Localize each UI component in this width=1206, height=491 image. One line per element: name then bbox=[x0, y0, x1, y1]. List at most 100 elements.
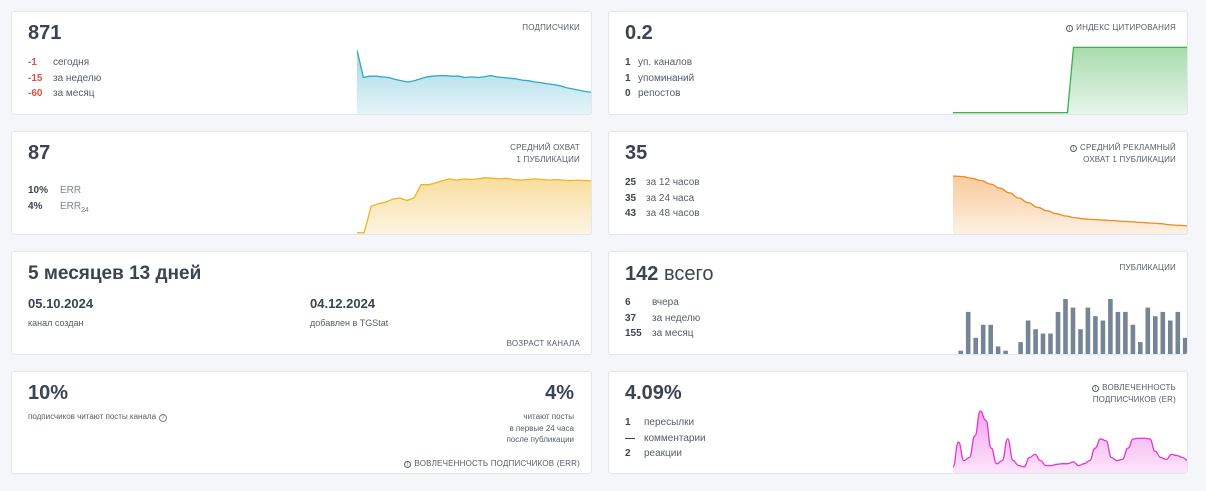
publication-bar bbox=[1003, 350, 1008, 354]
err-right-value: 4% bbox=[545, 382, 574, 404]
err24-sub: 24 bbox=[81, 206, 89, 214]
publication-bar bbox=[1115, 311, 1121, 354]
err-value: 10% bbox=[28, 185, 49, 196]
ad-reach-card[interactable]: 35 i СРЕДНИЙ РЕКЛАМНЫЙ ОХВАТ 1 ПУБЛИКАЦИИ… bbox=[608, 131, 1188, 235]
publication-bar bbox=[1078, 329, 1083, 354]
publication-bar bbox=[1108, 299, 1113, 354]
er-stats: 1 пересылки — комментарии 2 реакции bbox=[625, 415, 706, 462]
err24-value: 4% bbox=[28, 200, 43, 212]
sparkline-line bbox=[953, 175, 1187, 227]
info-icon[interactable]: i bbox=[1066, 25, 1074, 32]
stat-label: упоминаний bbox=[638, 72, 695, 84]
sparkline-area bbox=[953, 47, 1187, 114]
created-label: канал создан bbox=[28, 318, 84, 328]
subscribers-caption: ПОДПИСЧИКИ bbox=[522, 23, 580, 32]
er-value: 4.09% bbox=[625, 382, 682, 404]
subscribers-card[interactable]: 871 ПОДПИСЧИКИ -1 сегодня -15 за неделю -6… bbox=[11, 11, 592, 115]
publications-value: 142 всего bbox=[625, 263, 713, 286]
reach-card[interactable]: 87 СРЕДНИЙ ОХВАТ 1 ПУБЛИКАЦИИ 10% ERR 4% E… bbox=[11, 131, 592, 235]
err-left-text: подписчиков читают посты канала bbox=[28, 412, 157, 421]
er-caption: i ВОВЛЕЧЕННОСТЬ ПОДПИСЧИКОВ (ER) bbox=[1092, 382, 1176, 406]
sparkline-area bbox=[357, 177, 591, 234]
publications-card[interactable]: 142 всего ПУБЛИКАЦИИ 6 вчера 37 за неделю … bbox=[608, 251, 1188, 355]
stat-value: 6 bbox=[625, 297, 631, 308]
stat-value: 2 bbox=[625, 448, 631, 459]
stat-value: 35 bbox=[625, 192, 637, 204]
question-icon[interactable]: ? bbox=[159, 414, 168, 422]
publication-bar bbox=[1138, 342, 1143, 354]
subscribers-value: 871 bbox=[28, 22, 62, 44]
publications-bar-chart bbox=[958, 299, 1187, 354]
publication-bar bbox=[988, 324, 993, 354]
ad-reach-stats: 25 за 12 часов 35 за 24 часа 43 за 48 часов bbox=[625, 175, 700, 222]
publication-bar bbox=[1168, 320, 1173, 354]
citation-stats: 1 уп. каналов 1 упоминаний 0 репостов bbox=[625, 55, 694, 102]
citation-caption: i ИНДЕКС ЦИТИРОВАНИЯ bbox=[1066, 22, 1176, 34]
publication-bar bbox=[1130, 324, 1136, 354]
er-card[interactable]: 4.09% i ВОВЛЕЧЕННОСТЬ ПОДПИСЧИКОВ (ER) 1 п… bbox=[608, 371, 1188, 474]
publication-bar bbox=[1048, 333, 1053, 354]
citation-card[interactable]: 0.2 i ИНДЕКС ЦИТИРОВАНИЯ 1 уп. каналов 1 уп… bbox=[608, 11, 1188, 115]
reach-caption: СРЕДНИЙ ОХВАТ 1 ПУБЛИКАЦИИ bbox=[510, 142, 580, 166]
label-line: в первые 24 часа bbox=[509, 423, 574, 433]
label-line: после публикации bbox=[506, 435, 574, 444]
stat-value: 25 bbox=[625, 177, 637, 188]
publication-bar bbox=[1182, 337, 1187, 354]
publication-bar bbox=[1070, 307, 1076, 354]
stat-label: репостов bbox=[638, 88, 681, 99]
err-label: ERR bbox=[60, 185, 82, 196]
stat-value: 37 bbox=[625, 312, 637, 324]
info-icon[interactable]: i bbox=[1070, 145, 1078, 152]
err-right-label: читают посты в первые 24 часа после публ… bbox=[506, 411, 574, 446]
stat-label: уп. каналов bbox=[638, 57, 693, 68]
subscribers-sparkline bbox=[357, 49, 591, 114]
sparkline-line bbox=[953, 410, 1187, 468]
stat-label: за 48 часов bbox=[646, 208, 700, 219]
er-sparkline bbox=[953, 410, 1187, 473]
caption-line: СРЕДНИЙ ОХВАТ bbox=[510, 143, 580, 152]
sparkline-area bbox=[953, 176, 1187, 234]
caption-text: ИНДЕКС ЦИТИРОВАНИЯ bbox=[1076, 23, 1176, 32]
publication-bar bbox=[1160, 311, 1166, 354]
info-icon[interactable]: i bbox=[1092, 385, 1100, 392]
stat-value: 0 bbox=[625, 88, 631, 99]
caption-line: ПОДПИСЧИКОВ (ER) bbox=[1092, 395, 1176, 404]
channel-age-value: 5 месяцев 13 дней bbox=[28, 263, 202, 284]
stat-value: -1 bbox=[28, 57, 37, 68]
stat-label: за 12 часов bbox=[646, 177, 700, 188]
publication-bar bbox=[1055, 311, 1061, 354]
err-card[interactable]: 10% подписчиков читают посты канала? 4% … bbox=[11, 371, 592, 474]
info-icon[interactable]: i bbox=[404, 461, 412, 468]
publication-bar bbox=[1063, 299, 1068, 354]
stat-label: за 24 часа bbox=[646, 192, 695, 204]
stat-label: за месяц bbox=[53, 88, 95, 99]
channel-age-card[interactable]: 5 месяцев 13 дней 05.10.2024 канал созда… bbox=[11, 251, 592, 355]
publications-suffix: всего bbox=[663, 263, 714, 285]
added-date: 04.12.2024 bbox=[310, 296, 376, 311]
err-caption: i ВОВЛЕЧЕННОСТЬ ПОДПИСЧИКОВ (ERR) bbox=[404, 458, 580, 470]
publications-total: 142 bbox=[625, 263, 659, 285]
sparkline-line bbox=[357, 177, 591, 234]
publication-bar bbox=[973, 337, 978, 354]
stat-label: вчера bbox=[652, 297, 679, 308]
sparkline-line bbox=[357, 49, 591, 93]
caption-line: 1 ПУБЛИКАЦИИ bbox=[516, 155, 580, 164]
sparkline-area bbox=[357, 50, 591, 114]
reach-value: 87 bbox=[28, 142, 51, 164]
stat-value: -60 bbox=[28, 88, 43, 99]
stat-value: 1 bbox=[625, 417, 631, 428]
caption-line: ОХВАТ 1 ПУБЛИКАЦИИ bbox=[1083, 155, 1176, 164]
ad-reach-value: 35 bbox=[625, 142, 648, 164]
reach-sparkline bbox=[357, 177, 591, 234]
publication-bar bbox=[1033, 329, 1038, 354]
caption-line: ВОВЛЕЧЕННОСТЬ bbox=[1102, 383, 1176, 392]
publication-bar bbox=[958, 350, 963, 354]
publication-bar bbox=[1085, 307, 1091, 354]
publication-bar bbox=[1018, 342, 1023, 354]
stat-value: 1 bbox=[625, 57, 631, 68]
stat-label: за неделю bbox=[53, 72, 102, 84]
stat-label: реакции bbox=[644, 448, 682, 459]
created-date: 05.10.2024 bbox=[28, 296, 94, 311]
citation-value: 0.2 bbox=[625, 22, 653, 44]
stat-label: за месяц bbox=[652, 328, 694, 339]
